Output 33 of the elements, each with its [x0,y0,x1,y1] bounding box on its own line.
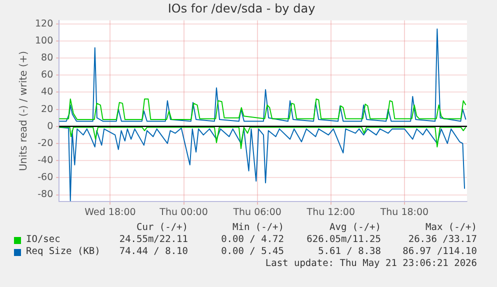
y-axis-title: Units read (-) / write (+) [18,50,30,172]
x-tick-label: Thu 18:00 [379,206,429,218]
text: 74.44 / 8.10 [119,246,188,258]
y-tick-label: -40 [38,155,54,166]
x-tick-label: Thu 06:00 [232,206,282,218]
y-tick-label: 100 [34,35,54,46]
y-tick-label: -60 [38,172,54,184]
legend-label: IO/sec [26,234,60,246]
text: 626.05m/11.25 [306,234,381,246]
text: 26.36 /33.17 [408,234,477,246]
text: Min (-/+) [232,222,284,234]
y-tick-label: 40 [41,86,54,98]
text: Max (-/+) [426,222,477,234]
y-tick-label: 20 [41,104,54,115]
text: Cur (-/+) [136,222,188,234]
text: 0.00 / 5.45 [221,246,284,258]
text: Last update: Thu May 21 23:06:21 2026 [265,258,477,270]
y-tick-label: 120 [34,18,54,30]
text: 0.00 / 4.72 [221,234,284,246]
y-tick-label: 0 [47,120,54,132]
text: 86.97 /114.10 [402,246,477,258]
text: 5.61 / 8.38 [318,246,381,258]
x-tick-label: Thu 00:00 [158,206,208,218]
y-tick-label: 60 [41,70,54,81]
chart-title: IOs for /dev/sda - by day [168,1,316,16]
y-tick-label: -20 [38,138,54,149]
text: 24.55m/22.11 [119,234,188,246]
text: Avg (-/+) [330,222,381,234]
legend-label: Req Size (KB) [26,246,100,258]
y-tick-label: 80 [41,52,54,64]
y-tick-label: -80 [38,189,54,200]
x-tick-label: Thu 12:00 [306,206,356,218]
x-tick-label: Wed 18:00 [84,206,136,218]
